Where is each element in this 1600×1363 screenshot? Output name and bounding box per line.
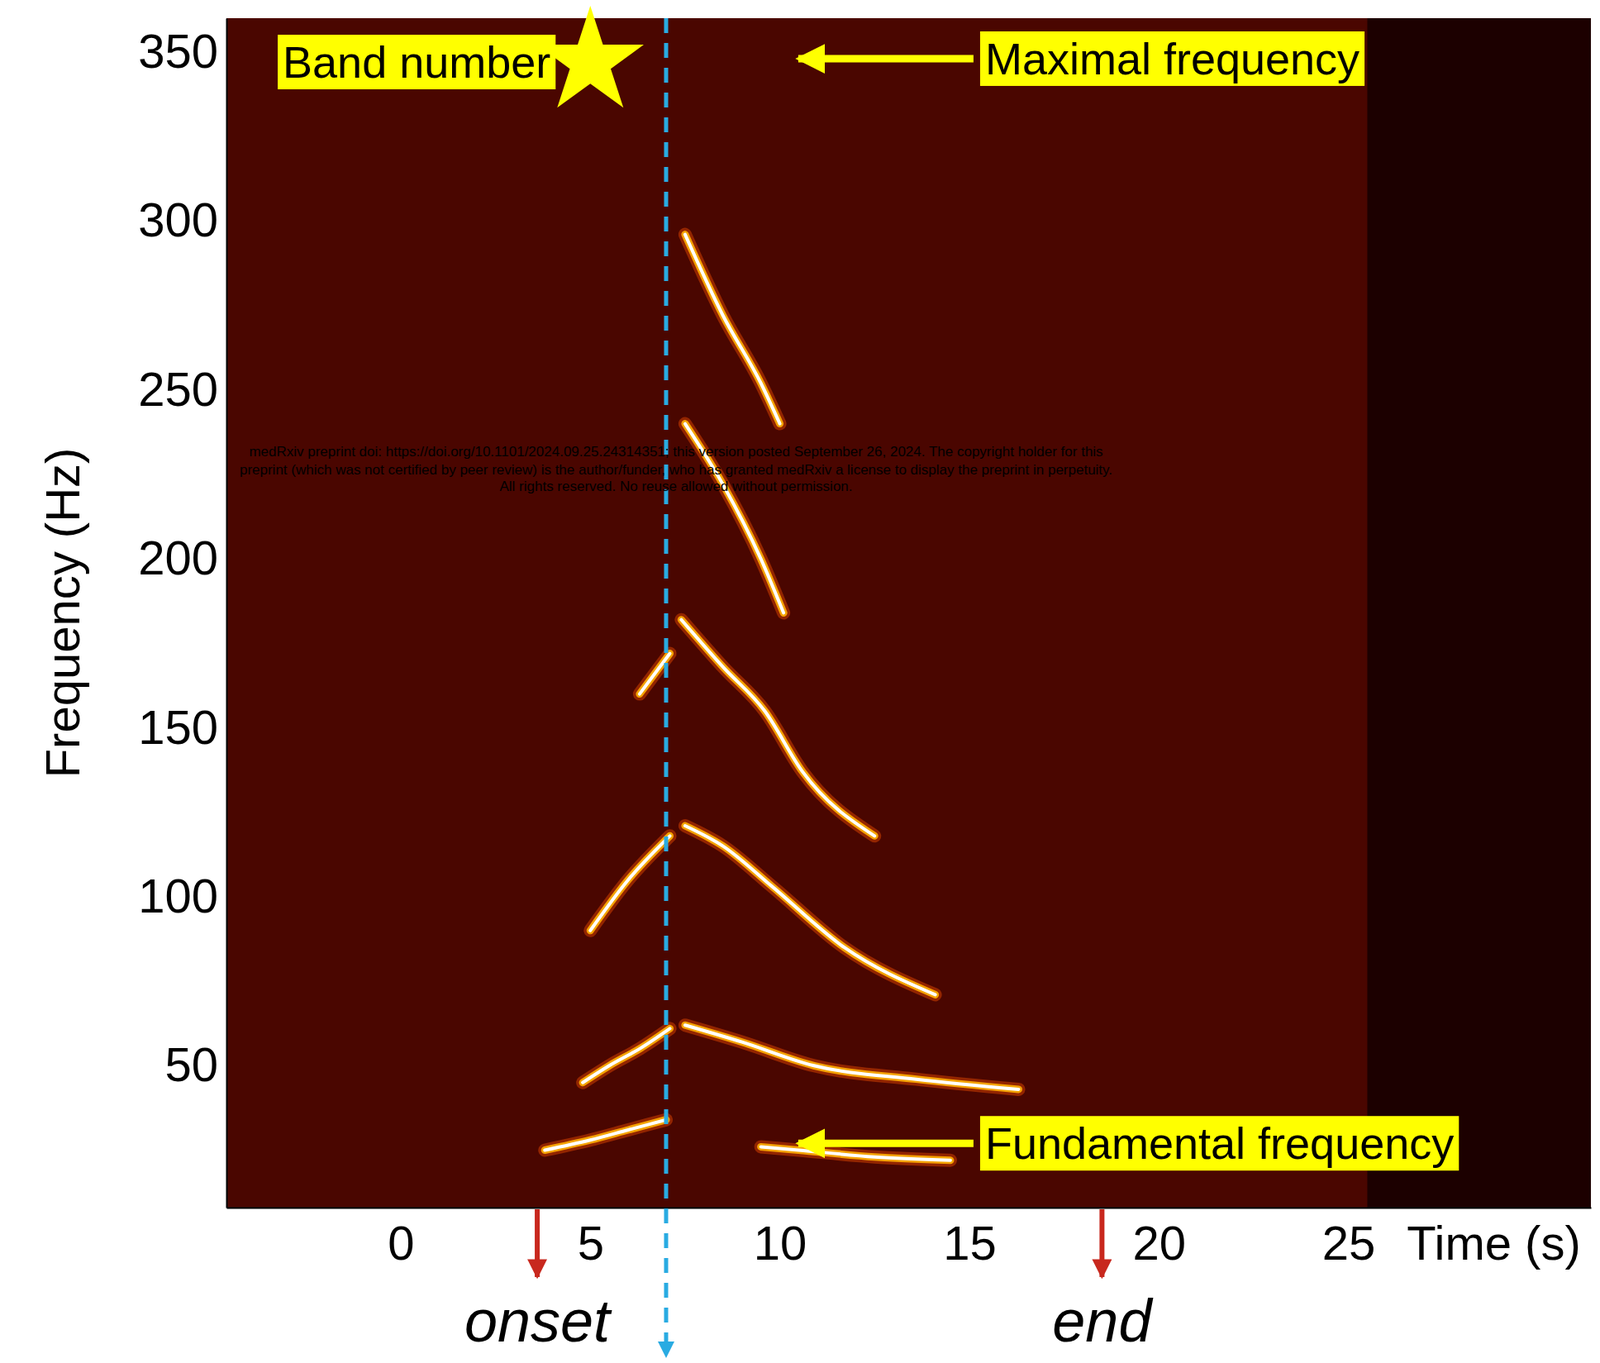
harmonic-band [761, 1146, 951, 1160]
harmonic-band [685, 1024, 1020, 1090]
annotation: Band number [277, 5, 644, 108]
y-axis-title: Frequency (Hz) [35, 447, 90, 779]
watermark: medRxiv preprint doi: https://doi.org/10… [248, 443, 1103, 460]
y-tick-label: 100 [138, 868, 219, 923]
harmonic-band [544, 1119, 667, 1151]
harmonic-band [544, 1119, 667, 1151]
y-tick: 250 [138, 361, 227, 416]
harmonic-band [761, 1146, 951, 1160]
harmonic-band [761, 1146, 951, 1160]
x-tick-label: 0 [387, 1215, 415, 1270]
harmonic-band [582, 1028, 670, 1082]
signal-region [226, 18, 1367, 1208]
x-tick: 5 [577, 1207, 605, 1270]
x-tick-label: 25 [1322, 1215, 1377, 1270]
event-label: onset [464, 1287, 613, 1354]
y-tick: 50 [164, 1037, 227, 1091]
x-axis-title: Time (s) [1406, 1215, 1581, 1270]
harmonic-band [582, 1028, 670, 1082]
harmonic-band [680, 619, 875, 837]
x-tick-label: 5 [577, 1215, 605, 1270]
harmonic-band [590, 835, 670, 930]
x-tick-label: 15 [942, 1215, 997, 1270]
watermark: preprint (which was not certified by pee… [239, 461, 1113, 478]
annotation-arrow [798, 55, 974, 63]
y-tick: 300 [138, 192, 227, 247]
watermark: All rights reserved. No reuse allowed wi… [499, 478, 853, 495]
x-tick: 20 [1132, 1207, 1186, 1270]
y-tick-label: 200 [138, 530, 219, 585]
event-arrow [1099, 1209, 1105, 1277]
annotation-text: Band number [282, 37, 551, 87]
harmonic-band [680, 619, 875, 837]
x-axis-line [227, 1207, 1592, 1210]
annotation-box [980, 31, 1365, 86]
annotation-text: Fundamental frequency [985, 1118, 1454, 1168]
harmonic-band [685, 234, 781, 424]
y-tick-label: 150 [138, 700, 219, 754]
y-axis: 50 100 150 200 250 300 350 [138, 19, 227, 1209]
harmonic-band [685, 1024, 1020, 1090]
x-tick: 25 [1322, 1207, 1377, 1270]
plot-area [226, 18, 1367, 1208]
annotation: Fundamental frequency [798, 1115, 1459, 1171]
chart: 50 100 150 200 250 300 350 0 5 10 15 20 25 Time (s) Fr… [0, 0, 1600, 1363]
harmonic-band [685, 825, 936, 995]
x-tick-label: 20 [1132, 1215, 1186, 1270]
y-tick: 200 [138, 530, 227, 585]
y-tick: 350 [138, 23, 227, 78]
peak-line [663, 18, 668, 1357]
y-tick-label: 300 [138, 192, 219, 247]
harmonic-band [685, 825, 936, 995]
x-tick: 15 [942, 1207, 997, 1270]
harmonic-band [685, 825, 936, 995]
x-tick-label: 10 [753, 1215, 808, 1270]
x-tick: 0 [387, 1207, 415, 1270]
event-label: end [1052, 1287, 1153, 1354]
harmonic-band [544, 1119, 667, 1151]
annotation-box [277, 34, 556, 90]
harmonic-band [590, 835, 670, 930]
y-tick: 100 [138, 868, 227, 923]
harmonic-band [685, 234, 781, 424]
annotation: Maximal frequency [798, 31, 1365, 86]
annotation-arrow [798, 1139, 974, 1148]
harmonic-band [685, 234, 781, 424]
y-tick-label: 50 [164, 1037, 219, 1091]
harmonic-band [582, 1028, 670, 1082]
plot-background [226, 18, 1591, 1208]
y-tick: 150 [138, 700, 227, 754]
harmonic-band [685, 1024, 1020, 1090]
event-arrow [534, 1209, 540, 1277]
harmonic-band [680, 619, 875, 837]
y-tick-label: 250 [138, 361, 219, 416]
x-tick: 10 [753, 1207, 808, 1270]
annotation-box [980, 1115, 1459, 1171]
harmonic-band [590, 835, 670, 930]
annotation-text: Maximal frequency [985, 33, 1360, 84]
x-axis: 0 5 10 15 20 25 [227, 1207, 1592, 1270]
y-tick-label: 350 [138, 23, 219, 78]
y-axis-line [226, 19, 229, 1209]
